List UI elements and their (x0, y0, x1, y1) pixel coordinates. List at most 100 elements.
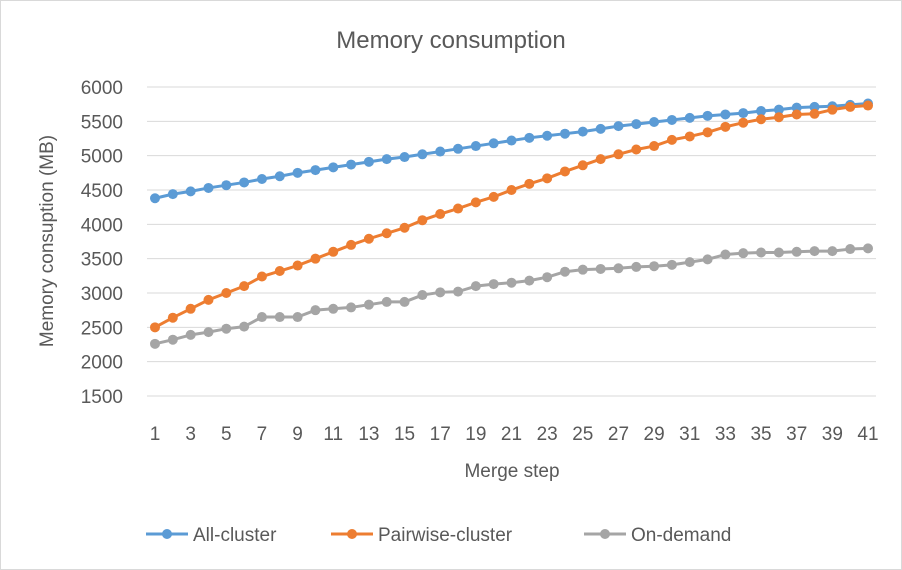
x-axis-ticks: 1 3 5 7 9 11 13 15 17 19 21 23 25 27 29 31 33 35 37 39 41 (150, 424, 879, 445)
data-point-all-cluster (221, 180, 232, 191)
data-point-on-demand (809, 246, 820, 257)
data-point-on-demand (542, 272, 553, 283)
data-point-on-demand (185, 329, 196, 340)
data-point-pairwise-cluster (684, 131, 695, 142)
y-tick-label: 4000 (81, 215, 123, 236)
x-tick-label: 35 (750, 424, 771, 445)
data-point-pairwise-cluster (221, 288, 232, 298)
data-point-all-cluster (256, 174, 267, 185)
data-point-all-cluster (595, 123, 606, 134)
data-point-on-demand (488, 279, 499, 290)
data-point-pairwise-cluster (488, 191, 499, 202)
data-point-all-cluster (684, 112, 695, 123)
data-point-on-demand (363, 299, 374, 310)
x-tick-label: 9 (292, 424, 303, 445)
data-point-pairwise-cluster (542, 173, 553, 184)
data-point-on-demand (595, 263, 606, 274)
data-point-on-demand (631, 261, 642, 272)
data-point-pairwise-cluster (363, 233, 374, 244)
data-point-on-demand (666, 259, 677, 270)
data-point-on-demand (506, 277, 517, 288)
data-point-on-demand (292, 312, 303, 323)
data-point-pairwise-cluster (791, 109, 802, 120)
data-point-all-cluster (292, 167, 303, 178)
data-point-all-cluster (399, 152, 410, 163)
data-point-all-cluster (363, 156, 374, 167)
data-point-pairwise-cluster (453, 203, 464, 214)
legend-marker (347, 529, 357, 539)
data-point-pairwise-cluster (167, 312, 178, 323)
x-tick-label: 7 (257, 424, 268, 445)
data-point-on-demand (845, 244, 856, 255)
data-point-on-demand (613, 263, 624, 274)
data-point-on-demand (684, 257, 695, 268)
data-point-on-demand (720, 249, 731, 260)
x-tick-label: 39 (822, 424, 843, 445)
data-point-all-cluster (310, 165, 321, 176)
data-point-pairwise-cluster (720, 121, 731, 132)
x-tick-label: 11 (323, 424, 343, 445)
data-point-all-cluster (417, 149, 428, 160)
data-point-pairwise-cluster (809, 108, 820, 119)
data-point-all-cluster (702, 110, 713, 121)
data-point-pairwise-cluster (702, 127, 713, 138)
data-point-on-demand (863, 243, 873, 254)
data-point-pairwise-cluster (203, 294, 214, 305)
data-point-all-cluster (328, 162, 339, 173)
x-tick-label: 25 (572, 424, 593, 445)
data-point-pairwise-cluster (470, 197, 481, 208)
x-tick-label: 13 (358, 424, 379, 445)
chart-title: Memory consumption (336, 27, 565, 54)
data-point-on-demand (239, 321, 250, 332)
data-point-pairwise-cluster (346, 239, 357, 250)
data-point-all-cluster (203, 182, 214, 193)
data-point-all-cluster (274, 171, 285, 182)
data-point-all-cluster (631, 119, 642, 130)
y-tick-label: 6000 (81, 78, 123, 99)
data-point-on-demand (274, 312, 285, 323)
x-tick-label: 31 (679, 424, 700, 445)
data-point-on-demand (435, 287, 446, 298)
x-tick-label: 21 (501, 424, 522, 445)
data-point-pairwise-cluster (631, 144, 642, 155)
data-point-pairwise-cluster (613, 149, 624, 160)
data-point-all-cluster (720, 109, 731, 120)
data-point-pairwise-cluster (649, 141, 660, 152)
data-point-pairwise-cluster (524, 178, 535, 189)
data-point-all-cluster (381, 154, 392, 165)
data-point-all-cluster (346, 159, 357, 170)
data-point-on-demand (738, 248, 749, 259)
data-point-pairwise-cluster (185, 303, 196, 314)
data-point-on-demand (577, 264, 588, 275)
data-point-all-cluster (613, 121, 624, 132)
data-point-all-cluster (150, 193, 160, 204)
data-point-all-cluster (524, 132, 535, 143)
data-point-on-demand (791, 246, 802, 257)
data-point-pairwise-cluster (399, 222, 410, 233)
data-point-all-cluster (559, 128, 570, 139)
data-point-on-demand (150, 338, 160, 349)
data-point-all-cluster (577, 126, 588, 137)
data-point-on-demand (756, 247, 767, 258)
legend-label: All-cluster (193, 525, 277, 546)
x-axis-title: Merge step (464, 461, 559, 482)
data-point-on-demand (470, 281, 481, 292)
data-point-on-demand (346, 302, 357, 313)
data-point-on-demand (221, 323, 232, 334)
y-axis-title: Memory consuption (MB) (37, 135, 58, 347)
data-point-on-demand (167, 334, 178, 345)
data-point-pairwise-cluster (756, 114, 767, 125)
data-point-on-demand (328, 303, 339, 314)
data-point-all-cluster (239, 177, 250, 188)
data-point-pairwise-cluster (417, 215, 428, 226)
data-point-on-demand (256, 312, 267, 323)
legend-marker (162, 529, 172, 539)
gridlines (147, 86, 876, 397)
y-axis-ticks: 1500 2000 2500 3000 3500 4000 4500 5000 5500 6000 (81, 78, 123, 408)
y-tick-label: 3500 (81, 250, 123, 271)
data-point-on-demand (559, 266, 570, 277)
data-point-pairwise-cluster (506, 185, 517, 195)
data-point-all-cluster (453, 143, 464, 154)
data-point-pairwise-cluster (559, 166, 570, 177)
